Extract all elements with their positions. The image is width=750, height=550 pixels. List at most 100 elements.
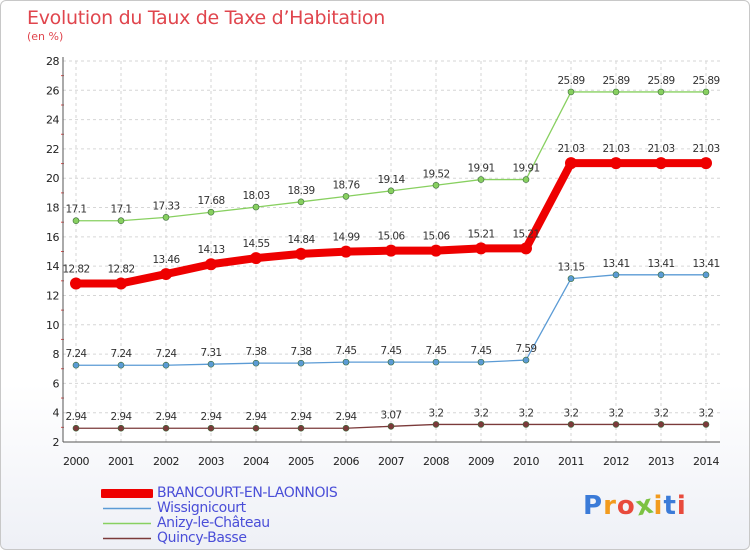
y-tick-label: 10 [46, 319, 59, 332]
data-point-1 [72, 361, 80, 369]
data-label-1: 13.41 [647, 258, 674, 270]
x-tick-label: 2001 [108, 455, 134, 468]
chart-title: Evolution du Taux de Taxe d’Habitation [27, 7, 385, 29]
data-point-3 [477, 421, 485, 428]
data-point-0 [700, 157, 712, 170]
data-point-3 [657, 421, 665, 428]
data-point-2 [342, 193, 350, 200]
data-label-0: 21.03 [557, 143, 584, 155]
data-label-3: 3.2 [429, 407, 444, 419]
y-tick-label: 20 [46, 172, 59, 185]
data-label-0: 15.21 [467, 228, 494, 240]
proxiti-logo: Proxiti [583, 489, 687, 522]
data-point-3 [342, 424, 350, 432]
x-tick-label: 2007 [378, 455, 404, 468]
data-label-3: 2.94 [156, 411, 178, 423]
grid [63, 60, 720, 443]
data-label-0: 15.06 [422, 231, 450, 243]
data-label-1: 13.15 [557, 262, 584, 274]
legend-swatch-3 [103, 537, 151, 540]
data-point-3 [702, 421, 710, 428]
data-label-1: 7.59 [516, 343, 537, 355]
data-label-0: 15.21 [512, 228, 539, 240]
data-point-0 [70, 277, 82, 290]
data-point-1 [657, 271, 665, 279]
data-label-2: 19.52 [422, 168, 449, 180]
data-point-2 [612, 88, 620, 96]
data-point-3 [72, 424, 80, 432]
data-point-0 [160, 268, 172, 281]
x-tick-label: 2003 [198, 455, 224, 468]
data-point-2 [567, 88, 575, 96]
data-point-0 [565, 157, 577, 170]
legend-item-0: BRANCOURT-EN-LAONNOIS [101, 485, 338, 501]
y-tick-label: 8 [53, 348, 60, 361]
data-point-3 [567, 421, 575, 428]
data-point-2 [702, 88, 710, 96]
data-point-1 [702, 271, 710, 279]
x-tick-label: 2006 [333, 455, 359, 468]
data-point-2 [387, 187, 395, 195]
data-label-1: 13.41 [602, 258, 629, 270]
data-label-1: 7.45 [471, 345, 492, 357]
x-tick-label: 2000 [63, 455, 89, 468]
data-label-3: 2.94 [201, 411, 223, 423]
data-point-1 [612, 271, 620, 279]
y-tick-label: 22 [46, 143, 59, 156]
data-point-1 [252, 359, 260, 367]
logo-letter: r [603, 491, 617, 521]
x-tick-label: 2002 [153, 455, 179, 468]
data-point-1 [162, 361, 170, 369]
data-label-2: 25.89 [557, 75, 584, 87]
data-point-2 [657, 88, 665, 96]
data-point-1 [342, 358, 350, 366]
y-tick-label: 16 [46, 231, 59, 244]
y-tick-label: 26 [46, 84, 59, 97]
data-point-1 [522, 356, 530, 364]
data-label-1: 7.38 [291, 346, 312, 358]
data-point-3 [252, 424, 260, 432]
data-label-2: 17.33 [152, 200, 179, 212]
data-point-3 [432, 421, 440, 428]
data-label-1: 7.45 [336, 345, 357, 357]
legend-label-0: BRANCOURT-EN-LAONNOIS [157, 485, 338, 501]
data-label-3: 3.2 [699, 407, 714, 419]
data-label-2: 19.91 [467, 163, 494, 175]
data-label-2: 17.1 [111, 204, 132, 216]
data-label-2: 18.03 [242, 190, 269, 202]
data-label-3: 2.94 [291, 411, 313, 423]
data-label-2: 19.91 [512, 163, 539, 175]
data-point-2 [162, 214, 170, 221]
x-tick-label: 2005 [288, 455, 314, 468]
data-point-1 [207, 360, 215, 368]
data-point-3 [162, 424, 170, 432]
data-label-3: 3.07 [381, 409, 402, 421]
data-point-2 [432, 181, 440, 189]
data-label-3: 2.94 [336, 411, 358, 423]
legend-swatch-1 [103, 507, 151, 510]
data-point-3 [387, 423, 395, 430]
data-point-0 [385, 244, 397, 257]
logo-letter: i [676, 491, 687, 521]
data-label-0: 14.99 [332, 232, 359, 244]
data-label-3: 3.2 [474, 407, 489, 419]
data-point-0 [205, 258, 217, 271]
x-tick-label: 2014 [693, 455, 719, 468]
data-point-2 [522, 176, 530, 183]
y-tick-label: 14 [46, 260, 59, 273]
data-point-2 [117, 217, 125, 225]
data-point-1 [567, 275, 575, 282]
legend-label-2: Anizy-le-Château [157, 515, 270, 531]
data-label-0: 21.03 [647, 143, 674, 155]
data-point-2 [207, 208, 215, 216]
data-label-3: 3.2 [564, 407, 579, 419]
data-point-0 [115, 277, 127, 290]
data-label-0: 14.13 [197, 244, 224, 256]
legend: BRANCOURT-EN-LAONNOIS Wissignicourt Aniz… [101, 485, 338, 546]
data-label-3: 2.94 [111, 411, 133, 423]
x-tick-label: 2010 [513, 455, 539, 468]
data-label-2: 17.68 [197, 195, 224, 207]
data-label-1: 7.45 [381, 345, 402, 357]
